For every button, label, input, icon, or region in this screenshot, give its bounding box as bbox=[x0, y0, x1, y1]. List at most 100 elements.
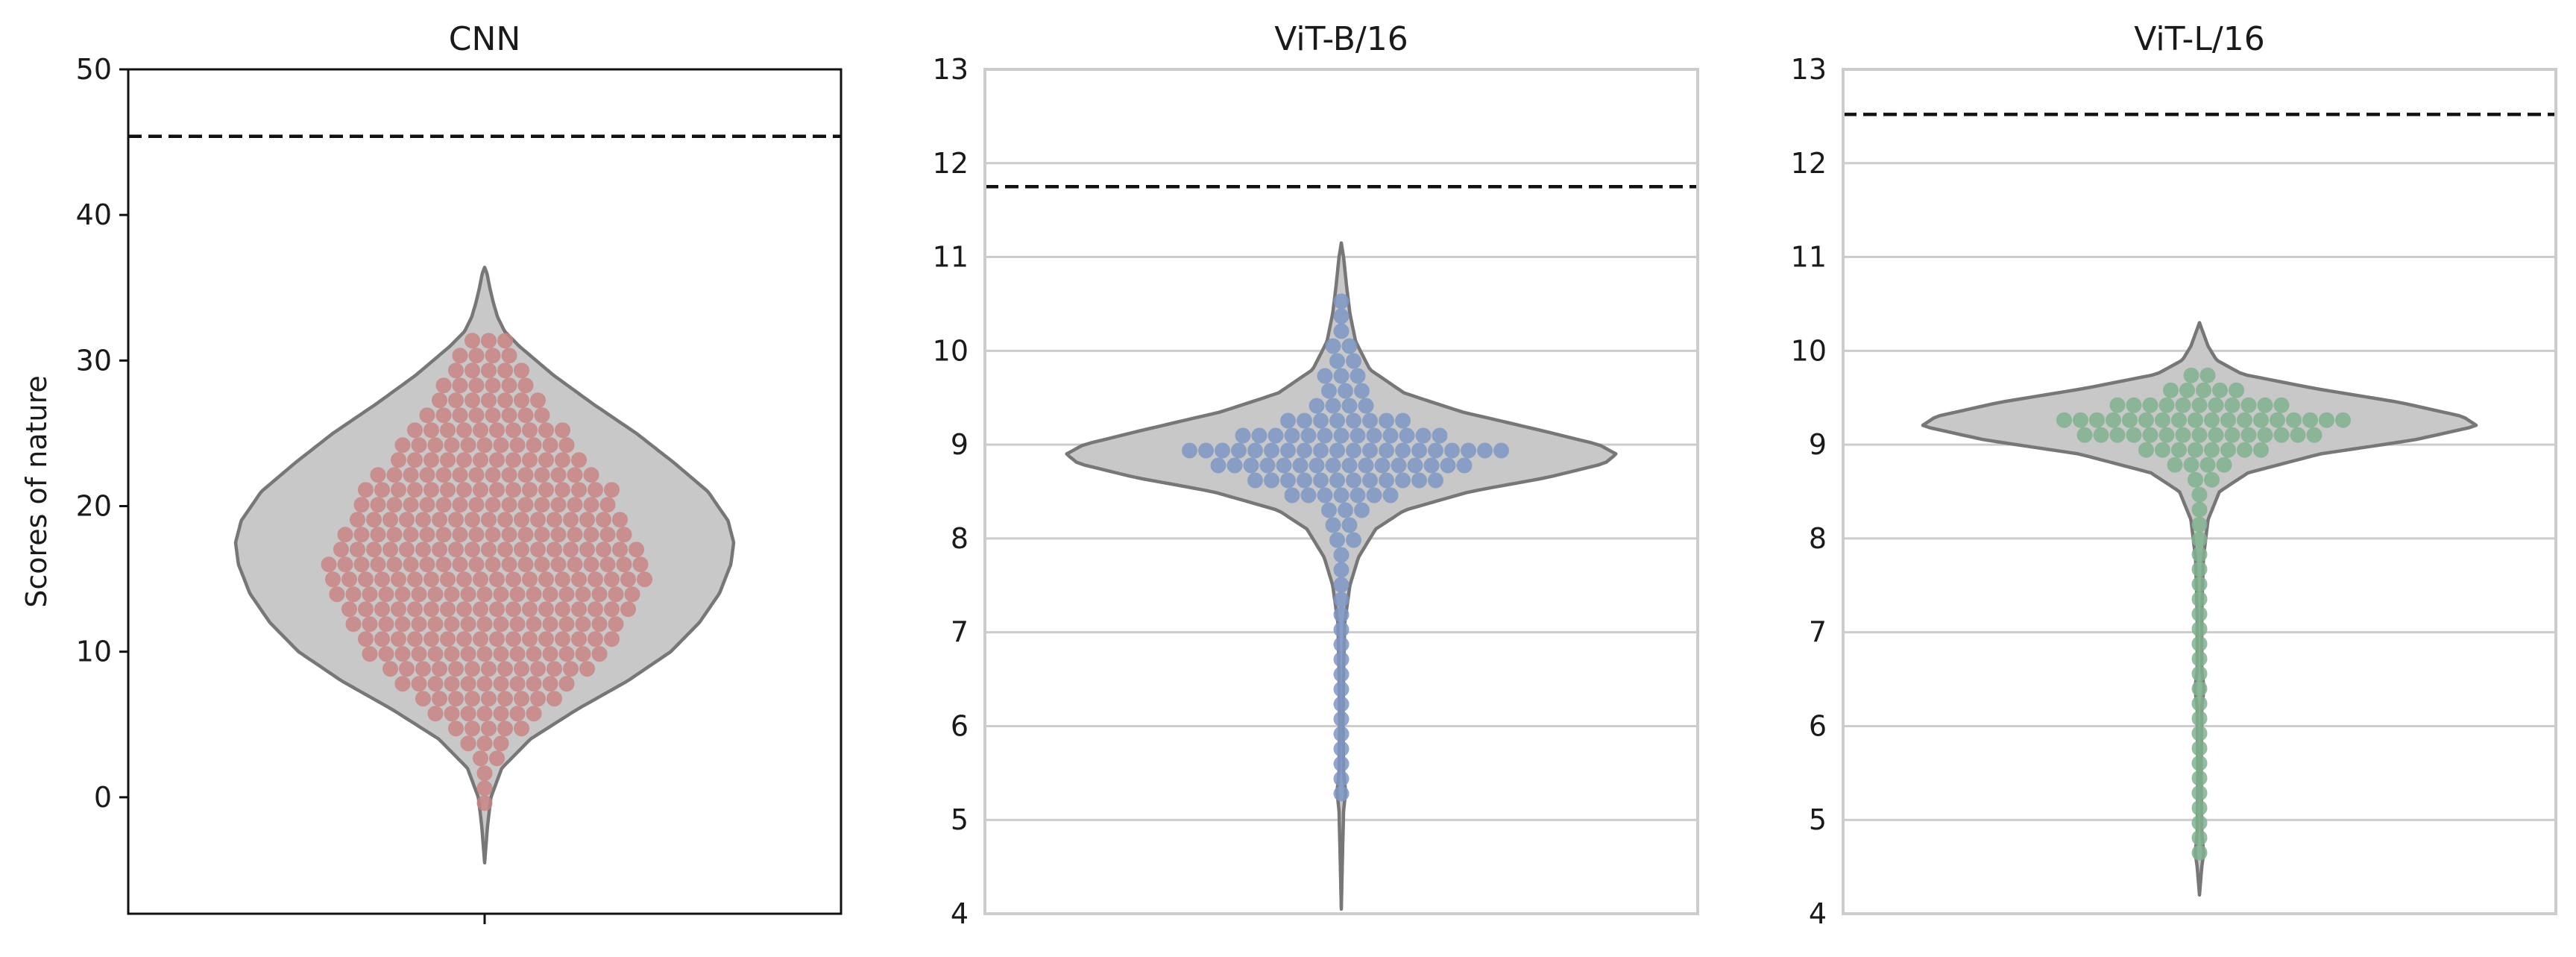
data-point bbox=[1333, 636, 1350, 653]
y-tick-label: 6 bbox=[1809, 709, 1827, 742]
data-point bbox=[370, 467, 386, 483]
data-point bbox=[2208, 397, 2224, 413]
data-point bbox=[542, 646, 558, 662]
data-point bbox=[1333, 427, 1350, 444]
data-point bbox=[2191, 546, 2208, 562]
data-point bbox=[1346, 353, 1361, 369]
data-point bbox=[391, 601, 406, 618]
data-point bbox=[1341, 457, 1358, 474]
data-point bbox=[362, 646, 378, 662]
data-point bbox=[374, 631, 390, 647]
data-point bbox=[362, 616, 378, 633]
data-point bbox=[2179, 382, 2195, 398]
y-tick-label: 7 bbox=[1809, 616, 1827, 649]
data-point bbox=[1346, 442, 1361, 459]
data-point bbox=[493, 735, 509, 752]
data-point bbox=[2253, 412, 2269, 428]
data-point bbox=[1325, 457, 1341, 474]
data-point bbox=[440, 482, 456, 498]
data-point bbox=[1280, 442, 1296, 459]
data-point bbox=[386, 467, 403, 483]
data-point bbox=[1280, 412, 1296, 429]
data-point bbox=[583, 497, 599, 513]
data-point bbox=[1182, 442, 1197, 459]
data-point bbox=[550, 497, 567, 513]
data-point bbox=[497, 392, 513, 409]
data-point bbox=[2183, 367, 2199, 383]
data-point bbox=[473, 750, 488, 767]
data-point bbox=[1379, 442, 1394, 459]
data-point bbox=[1362, 442, 1378, 459]
data-point bbox=[1333, 606, 1350, 623]
data-point bbox=[448, 661, 464, 677]
data-point bbox=[468, 407, 485, 424]
data-point bbox=[1493, 442, 1509, 459]
data-point bbox=[1428, 472, 1443, 489]
data-point bbox=[1309, 457, 1325, 474]
data-point bbox=[2204, 442, 2220, 458]
data-point bbox=[2240, 397, 2257, 413]
data-point bbox=[2237, 412, 2252, 428]
data-point bbox=[1461, 442, 1476, 459]
data-point bbox=[476, 735, 493, 752]
data-point bbox=[571, 482, 587, 498]
data-point bbox=[1379, 412, 1394, 429]
data-point bbox=[2155, 412, 2170, 428]
data-point bbox=[506, 571, 521, 588]
data-point bbox=[1333, 577, 1350, 593]
data-point bbox=[427, 616, 444, 633]
data-point bbox=[591, 616, 608, 633]
data-point bbox=[448, 542, 464, 558]
data-point bbox=[1350, 427, 1366, 444]
data-point bbox=[468, 348, 485, 364]
data-point bbox=[358, 601, 374, 618]
data-point bbox=[542, 676, 558, 692]
data-point bbox=[2191, 591, 2208, 607]
data-point bbox=[1313, 472, 1329, 489]
data-point bbox=[465, 333, 480, 349]
data-point bbox=[358, 482, 374, 498]
data-point bbox=[1395, 472, 1411, 489]
data-point bbox=[1210, 457, 1226, 474]
data-point bbox=[2237, 442, 2252, 458]
data-point bbox=[514, 392, 529, 409]
data-point bbox=[2191, 770, 2208, 786]
data-point bbox=[530, 512, 546, 528]
data-point bbox=[555, 452, 570, 468]
data-point bbox=[407, 452, 423, 468]
subplot-2: 4 5 6 7 8 9 10 11 12 13 ViT-B/16 bbox=[933, 20, 1699, 930]
y-axis-label: Scores of nature bbox=[20, 375, 53, 608]
data-point bbox=[374, 571, 390, 588]
data-point bbox=[407, 571, 423, 588]
data-point bbox=[1313, 412, 1329, 429]
data-point bbox=[517, 556, 534, 573]
data-point bbox=[522, 601, 538, 618]
data-point bbox=[456, 601, 472, 618]
data-point bbox=[1247, 472, 1263, 489]
data-point bbox=[2191, 576, 2208, 592]
data-point bbox=[452, 377, 468, 394]
data-point bbox=[530, 661, 546, 677]
data-point bbox=[501, 377, 517, 394]
data-point bbox=[596, 542, 611, 558]
data-point bbox=[399, 542, 415, 558]
data-point bbox=[2138, 412, 2154, 428]
data-point bbox=[620, 601, 636, 618]
data-point bbox=[2191, 800, 2208, 816]
data-point bbox=[394, 616, 411, 633]
data-point bbox=[2191, 501, 2208, 518]
data-point bbox=[481, 512, 497, 528]
data-point bbox=[2158, 397, 2175, 413]
y-tick-label: 50 bbox=[76, 53, 112, 86]
data-point bbox=[411, 437, 427, 454]
data-point bbox=[419, 497, 435, 513]
data-point bbox=[497, 721, 513, 737]
data-point bbox=[1333, 293, 1350, 310]
data-point bbox=[378, 616, 394, 633]
data-point bbox=[448, 392, 464, 409]
data-point bbox=[2076, 427, 2093, 443]
data-point bbox=[2191, 516, 2208, 533]
data-point bbox=[2191, 486, 2208, 503]
data-point bbox=[2191, 606, 2208, 622]
data-point bbox=[452, 467, 468, 483]
